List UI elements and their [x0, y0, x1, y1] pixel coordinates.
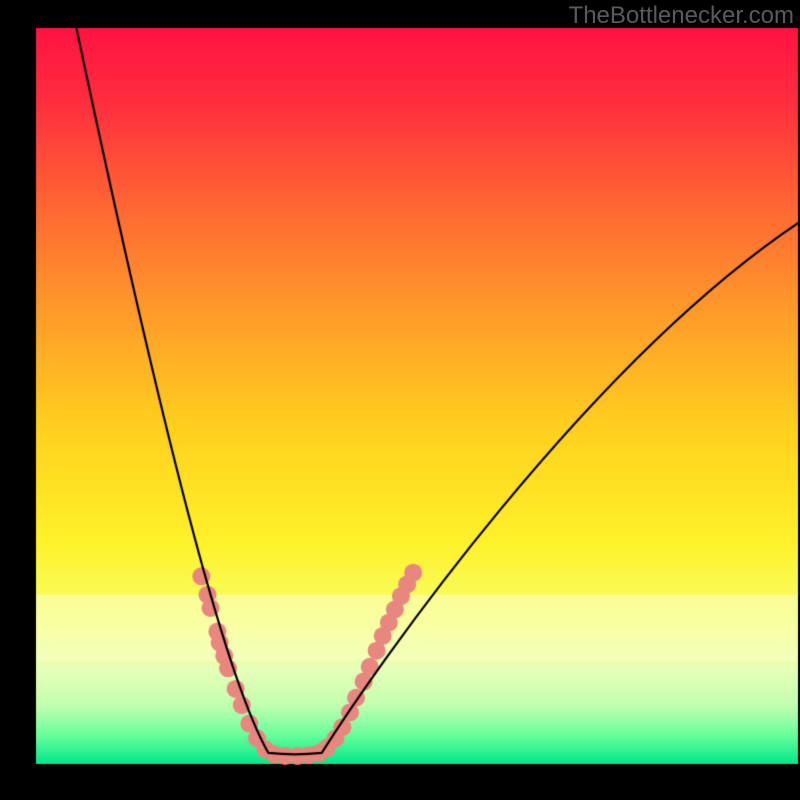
bottleneck-chart-canvas	[0, 0, 800, 800]
chart-root: TheBottlenecker.com	[0, 0, 800, 800]
